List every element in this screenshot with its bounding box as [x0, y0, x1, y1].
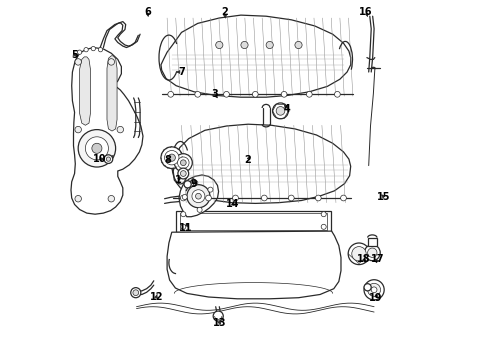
Circle shape	[370, 287, 376, 293]
Circle shape	[108, 59, 114, 65]
Circle shape	[223, 91, 229, 97]
Circle shape	[367, 283, 380, 296]
Circle shape	[276, 107, 284, 115]
Text: 13: 13	[212, 318, 225, 328]
Text: 14: 14	[226, 199, 239, 210]
Circle shape	[181, 224, 185, 229]
Text: 7: 7	[178, 67, 184, 77]
Circle shape	[315, 195, 321, 201]
Circle shape	[192, 190, 204, 203]
Text: 2: 2	[221, 6, 227, 17]
Circle shape	[98, 48, 102, 52]
Polygon shape	[179, 175, 218, 217]
Circle shape	[363, 280, 384, 300]
Circle shape	[294, 41, 302, 49]
Polygon shape	[173, 124, 350, 203]
Circle shape	[367, 248, 376, 257]
Circle shape	[177, 157, 189, 168]
Circle shape	[78, 130, 115, 167]
Circle shape	[161, 147, 182, 168]
Circle shape	[174, 154, 192, 172]
Circle shape	[77, 50, 81, 54]
Circle shape	[178, 168, 188, 179]
Circle shape	[265, 41, 273, 49]
Circle shape	[340, 195, 346, 201]
Circle shape	[91, 46, 95, 51]
Circle shape	[186, 185, 209, 208]
Circle shape	[194, 91, 200, 97]
Text: 4: 4	[283, 104, 290, 114]
Text: 6: 6	[143, 7, 150, 17]
Polygon shape	[367, 238, 376, 246]
Circle shape	[334, 91, 340, 97]
Polygon shape	[161, 15, 350, 97]
Text: 9: 9	[190, 179, 197, 189]
Circle shape	[347, 243, 369, 265]
Text: 8: 8	[164, 155, 171, 165]
Circle shape	[192, 180, 198, 185]
Circle shape	[183, 181, 191, 188]
Circle shape	[207, 187, 212, 192]
Circle shape	[133, 290, 139, 296]
Text: 5: 5	[71, 50, 78, 60]
Circle shape	[306, 91, 311, 97]
Circle shape	[117, 126, 123, 133]
Text: 16: 16	[359, 7, 372, 17]
Circle shape	[272, 103, 288, 119]
Text: 19: 19	[368, 293, 382, 303]
Text: 17: 17	[370, 254, 384, 264]
Circle shape	[182, 194, 187, 199]
Circle shape	[213, 311, 223, 321]
Text: 2: 2	[244, 155, 251, 165]
Polygon shape	[107, 56, 117, 131]
Circle shape	[104, 155, 113, 163]
Circle shape	[321, 212, 325, 217]
Circle shape	[321, 224, 325, 229]
Circle shape	[281, 91, 286, 97]
Circle shape	[180, 195, 186, 201]
Circle shape	[261, 195, 266, 201]
Text: 15: 15	[377, 192, 390, 202]
Circle shape	[364, 245, 380, 261]
Circle shape	[168, 154, 175, 161]
Circle shape	[164, 150, 179, 165]
Text: 18: 18	[356, 254, 370, 264]
Polygon shape	[71, 48, 142, 214]
Circle shape	[252, 91, 258, 97]
Circle shape	[205, 195, 211, 201]
Text: 3: 3	[211, 89, 218, 99]
Circle shape	[363, 284, 370, 291]
Circle shape	[130, 288, 141, 298]
Polygon shape	[167, 231, 340, 299]
Circle shape	[108, 195, 114, 202]
Circle shape	[195, 193, 201, 199]
Circle shape	[197, 207, 202, 212]
Circle shape	[75, 59, 81, 65]
Polygon shape	[176, 211, 330, 232]
Circle shape	[180, 160, 186, 166]
Text: 1: 1	[174, 175, 181, 185]
Circle shape	[288, 195, 294, 201]
Circle shape	[167, 91, 173, 97]
Circle shape	[215, 41, 223, 49]
Text: 10: 10	[93, 154, 106, 164]
Circle shape	[180, 171, 186, 176]
Circle shape	[75, 126, 81, 133]
Circle shape	[106, 157, 110, 161]
Circle shape	[181, 212, 185, 217]
Circle shape	[85, 137, 108, 160]
Circle shape	[75, 195, 81, 202]
Polygon shape	[80, 57, 90, 125]
Text: 12: 12	[149, 292, 163, 302]
Circle shape	[241, 41, 247, 49]
Circle shape	[84, 48, 88, 52]
Circle shape	[232, 195, 238, 201]
Circle shape	[92, 143, 102, 153]
Text: 11: 11	[179, 222, 193, 233]
Circle shape	[351, 247, 366, 261]
